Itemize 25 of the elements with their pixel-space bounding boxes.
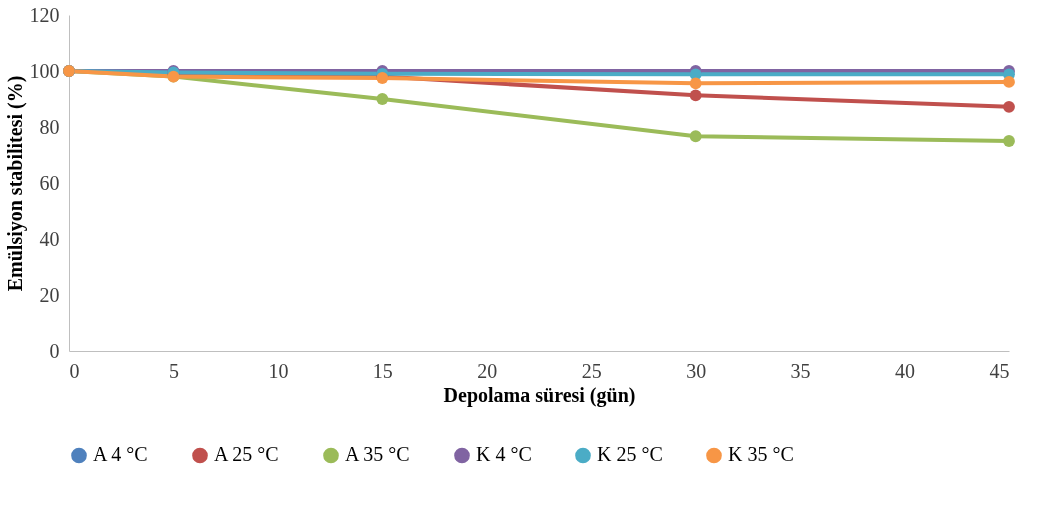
x-tick-label: 25 (581, 359, 602, 382)
legend-label: A 4 °C (93, 443, 148, 466)
y-tick-label: 60 (39, 171, 60, 194)
x-tick-label: 15 (372, 359, 393, 382)
x-tick-label: 30 (686, 359, 707, 382)
x-axis-title: Depolama süresi (gün) (443, 383, 636, 407)
legend-label: K 25 °C (597, 443, 663, 466)
x-tick-label: 40 (895, 359, 916, 382)
y-tick-label: 40 (39, 227, 60, 250)
x-tick-label: 20 (477, 359, 498, 382)
legend-label: K 4 °C (476, 443, 532, 466)
y-tick-label: 20 (39, 283, 60, 306)
x-tick-label: 45 (989, 359, 1010, 382)
y-tick-label: 80 (39, 115, 60, 138)
x-tick-label: 35 (790, 359, 811, 382)
x-tick-label: 5 (168, 359, 179, 382)
y-tick-label: 0 (49, 339, 60, 362)
y-tick-label: 120 (29, 3, 60, 26)
legend-label: A 25 °C (214, 443, 279, 466)
legend-label: K 35 °C (728, 443, 794, 466)
legend-label: A 35 °C (345, 443, 410, 466)
x-tick-label: 10 (268, 359, 289, 382)
y-axis-title: Emülsiyon stabilitesi (%) (3, 75, 27, 292)
x-tick-label: 0 (69, 359, 80, 382)
y-tick-label: 100 (29, 59, 60, 82)
